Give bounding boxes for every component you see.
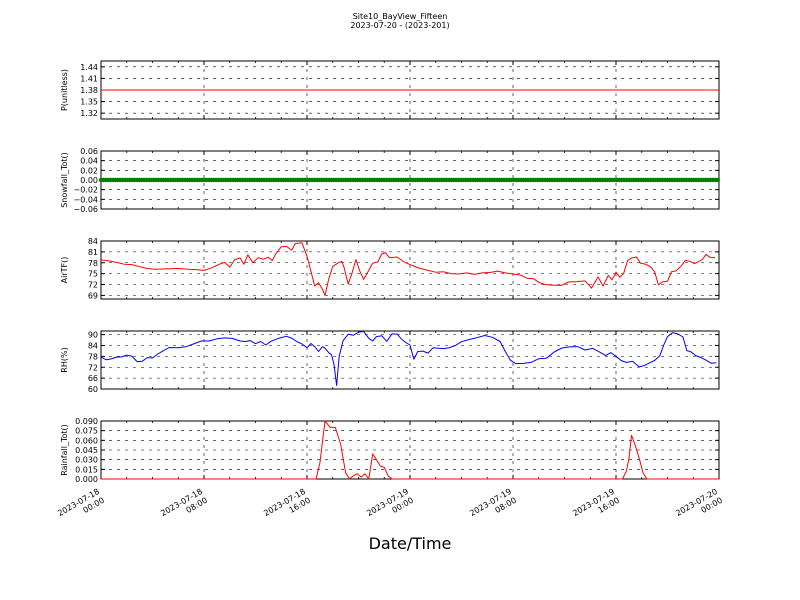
- y-tick-label: 0.000: [75, 475, 98, 484]
- y-tick-label: 72: [88, 363, 98, 372]
- panel-1: 1.44 1.41 1.38 1.35 1.32 P(unitless): [60, 60, 720, 120]
- y-tick-label: 0.04: [80, 157, 98, 166]
- y-tick-label: 1.35: [80, 98, 98, 107]
- y-tick-label: 0.00: [80, 176, 98, 185]
- y-axis-label: Snowfall_Tot(): [60, 152, 69, 208]
- y-tick-label: 0.030: [75, 456, 98, 465]
- y-tick-label: 0.060: [75, 436, 98, 445]
- y-tick-label: 90: [88, 331, 98, 340]
- y-tick-label: 0.02: [80, 166, 98, 175]
- y-tick-label: 0.075: [75, 427, 98, 436]
- y-tick-label: 81: [88, 248, 98, 257]
- y-tick-label: 72: [88, 281, 98, 290]
- y-tick-label: 0.06: [80, 147, 98, 156]
- y-tick-label: 66: [88, 374, 98, 383]
- y-tick-label: 0.045: [75, 446, 98, 455]
- y-tick-label: 69: [88, 291, 98, 300]
- y-tick-label: 78: [88, 259, 98, 268]
- x-tick-label: 2023-07-1816:00: [262, 487, 312, 527]
- data-series-line: [100, 242, 716, 296]
- y-tick-label: 0.015: [75, 465, 98, 474]
- x-tick-label: 2023-07-1808:00: [159, 487, 209, 527]
- y-tick-label: 0.090: [75, 417, 98, 426]
- y-tick-label: 1.38: [80, 86, 98, 95]
- y-axis-label: P(unitless): [60, 69, 69, 111]
- x-tick-label: 2023-07-1908:00: [468, 487, 518, 527]
- data-point: [715, 177, 720, 183]
- y-axis-label: AirTF(): [60, 257, 69, 284]
- y-tick-label: −0.02: [73, 186, 98, 195]
- y-tick-label: −0.04: [73, 195, 98, 204]
- y-axis-label: Rainfall_Tot(): [60, 424, 69, 476]
- x-tick-labels: 2023-07-1800:00 2023-07-1808:00 2023-07-18…: [56, 487, 724, 527]
- x-tick-label: 2023-07-2000:00: [674, 487, 724, 527]
- chart-title: Site10_BayView_Fifteen: [352, 12, 448, 21]
- y-tick-label: 84: [88, 237, 98, 246]
- y-tick-label: 1.32: [80, 109, 98, 118]
- x-tick-label: 2023-07-1800:00: [56, 487, 106, 527]
- y-tick-label: 1.44: [80, 63, 98, 72]
- y-tick-label: 60: [88, 385, 98, 394]
- data-series-line: [101, 420, 719, 480]
- panel-2: 0.060.040.020.00−0.02−0.04−0.06 Snowfall_…: [60, 147, 720, 214]
- y-tick-label: 1.41: [80, 74, 98, 83]
- x-tick-label: 2023-07-1916:00: [571, 487, 621, 527]
- y-tick-label: 84: [88, 342, 98, 351]
- x-axis-title: Date/Time: [368, 534, 452, 553]
- y-tick-label: 75: [88, 270, 98, 279]
- data-series-line: [100, 330, 717, 386]
- y-tick-label: −0.06: [73, 205, 98, 214]
- chart-subtitle: 2023-07-20 - (2023-201): [350, 21, 450, 30]
- x-tick-label: 2023-07-1900:00: [365, 487, 415, 527]
- y-tick-label: 78: [88, 352, 98, 361]
- y-axis-label: RH(%): [60, 347, 69, 372]
